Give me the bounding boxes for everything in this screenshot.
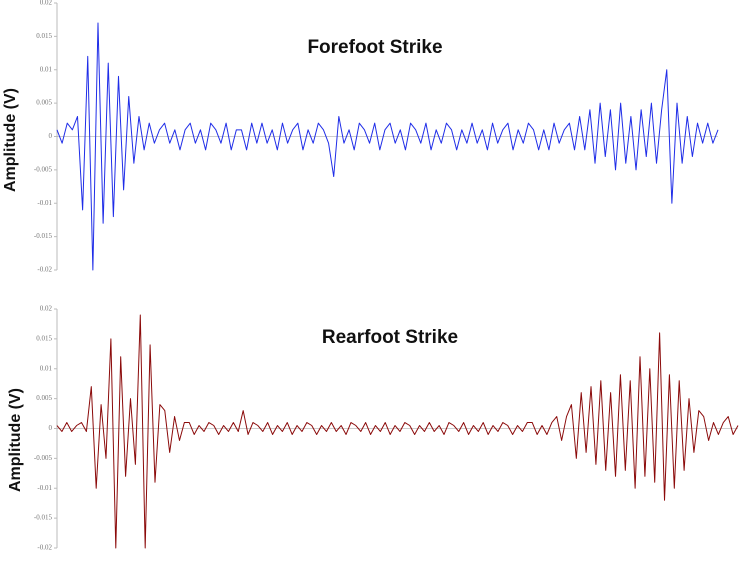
- y-tick-label: 0.015: [36, 334, 52, 342]
- y-tick-label: -0.01: [37, 484, 52, 492]
- y-tick-label: 0.015: [36, 32, 52, 40]
- y-tick-label: -0.015: [34, 514, 53, 522]
- y-tick-label: -0.015: [34, 232, 53, 240]
- y-tick-label: -0.01: [37, 199, 52, 207]
- y-tick-label: -0.02: [37, 544, 52, 552]
- y-tick-label: 0.02: [40, 305, 53, 313]
- y-tick-label: -0.005: [34, 165, 53, 173]
- y-tick-label: 0.005: [36, 394, 52, 402]
- y-tick-label: -0.005: [34, 454, 53, 462]
- panel: 0.02 0.015 0.01 0.005 0 -0.005 -0.01 -0.015 -0.0…: [7, 305, 739, 552]
- y-tick-label: 0.01: [40, 65, 53, 73]
- y-tick-label: 0.01: [40, 364, 53, 372]
- signal-line: [56, 314, 739, 549]
- y-axis-label: Amplitude (V): [2, 88, 19, 192]
- y-axis-label: Amplitude (V): [7, 388, 24, 492]
- chart-title: Rearfoot Strike: [322, 327, 458, 348]
- y-tick-label: -0.02: [37, 266, 52, 274]
- y-tick-label: 0.005: [36, 99, 52, 107]
- y-tick-label: 0: [49, 424, 53, 432]
- chart-title: Forefoot Strike: [307, 37, 442, 58]
- y-tick-label: 0.02: [40, 0, 53, 7]
- y-tick-label: 0: [49, 132, 53, 140]
- panel: 0.02 0.015 0.01 0.005 0 -0.005 -0.01 -0.015 -0.0…: [2, 0, 719, 274]
- signal-line: [56, 22, 719, 271]
